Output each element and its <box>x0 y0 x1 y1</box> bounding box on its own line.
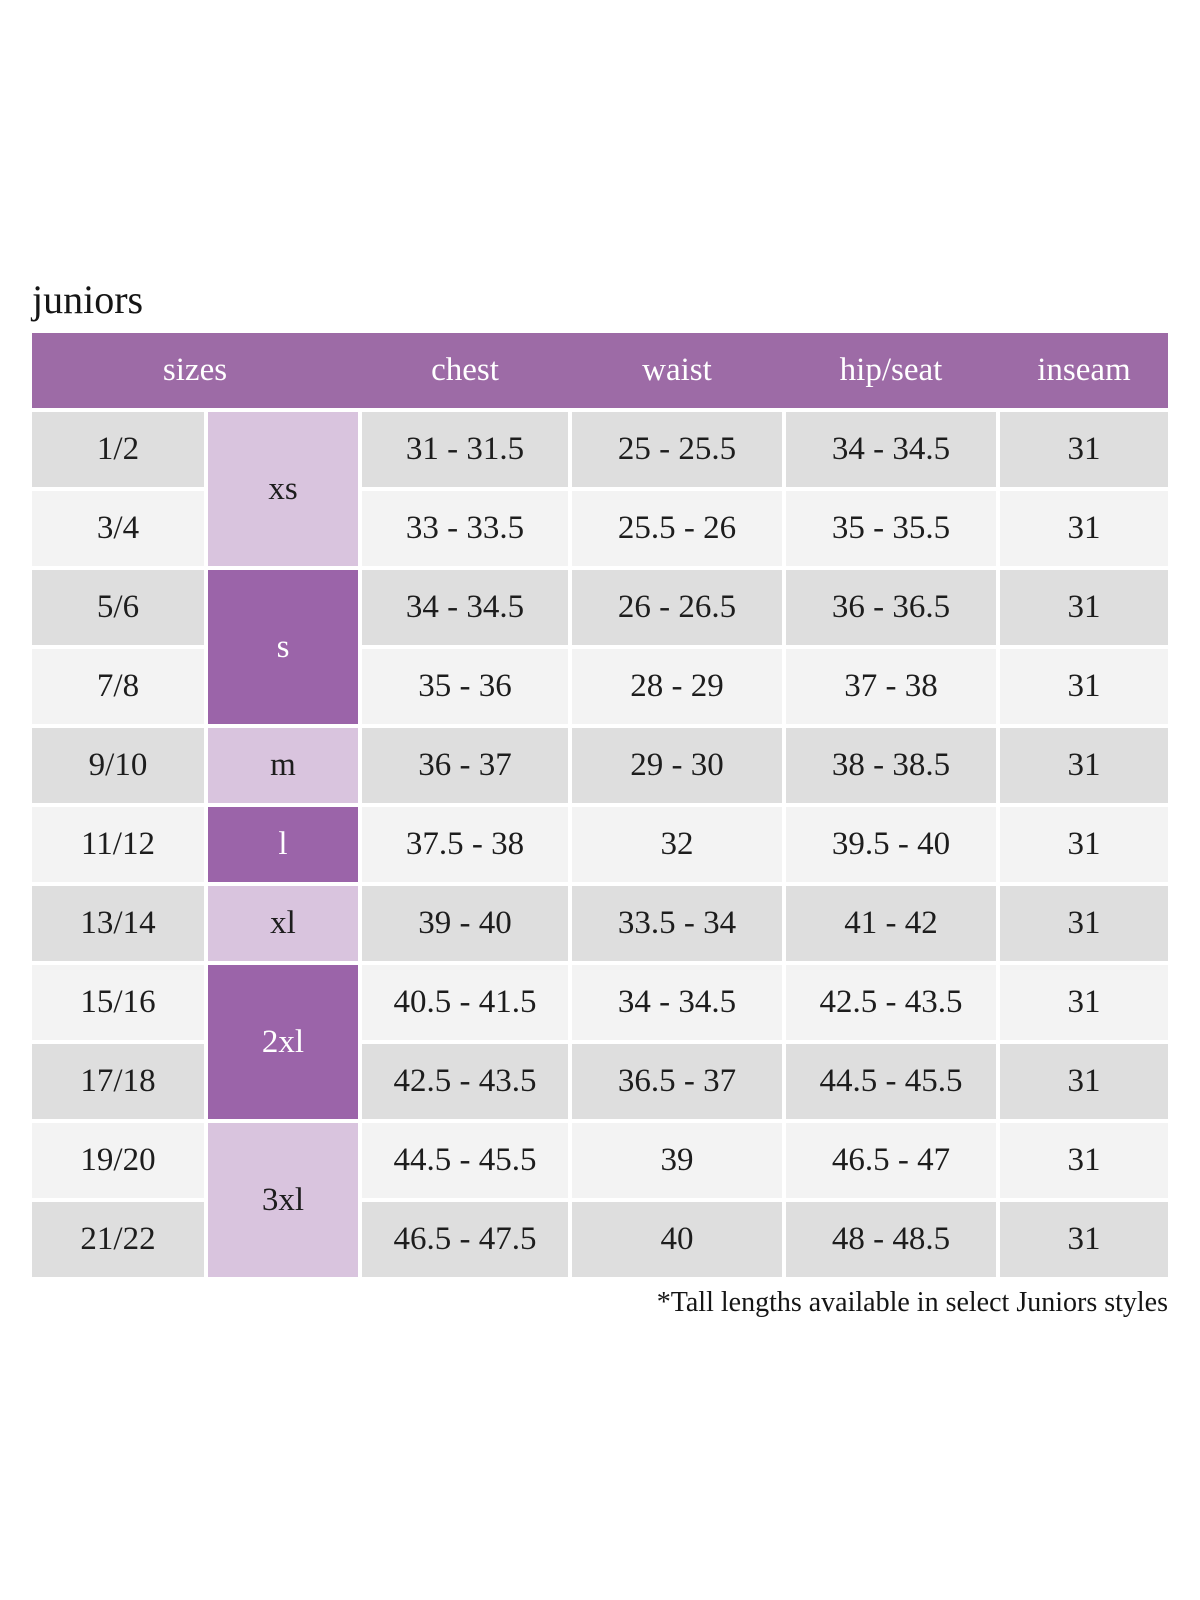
column-header-sizes: sizes <box>162 352 228 388</box>
chest-cell: 35 - 36 <box>362 649 568 724</box>
chest-cell: 44.5 - 45.5 <box>362 1123 568 1198</box>
inseam-cell: 31 <box>1000 649 1168 724</box>
size-cell: 5/6 <box>32 570 204 645</box>
juniors-size-table: sizes chest waist hip/seat inseam 1/2 31 … <box>32 333 1168 1277</box>
size-cell: 9/10 <box>32 728 204 803</box>
size-group-cell: 3xl <box>208 1123 358 1277</box>
waist-cell: 29 - 30 <box>572 728 782 803</box>
size-group-cell: xs <box>208 412 358 566</box>
hip-seat-cell: 35 - 35.5 <box>786 491 996 566</box>
waist-cell: 28 - 29 <box>572 649 782 724</box>
size-group-cell: m <box>208 728 358 803</box>
hip-seat-cell: 48 - 48.5 <box>786 1202 996 1277</box>
chest-cell: 34 - 34.5 <box>362 570 568 645</box>
waist-cell: 25.5 - 26 <box>572 491 782 566</box>
size-cell: 7/8 <box>32 649 204 724</box>
waist-cell: 39 <box>572 1123 782 1198</box>
page-title: juniors <box>32 277 144 322</box>
size-cell: 3/4 <box>32 491 204 566</box>
table-header-row: sizes chest waist hip/seat inseam <box>32 333 1168 408</box>
size-cell: 11/12 <box>32 807 204 882</box>
inseam-cell: 31 <box>1000 886 1168 961</box>
size-cell: 17/18 <box>32 1044 204 1119</box>
size-cell: 15/16 <box>32 965 204 1040</box>
inseam-cell: 31 <box>1000 412 1168 487</box>
chest-cell: 40.5 - 41.5 <box>362 965 568 1040</box>
column-header-hip-seat: hip/seat <box>839 352 943 388</box>
size-group-cell: 2xl <box>208 965 358 1119</box>
hip-seat-cell: 38 - 38.5 <box>786 728 996 803</box>
inseam-cell: 31 <box>1000 807 1168 882</box>
hip-seat-cell: 36 - 36.5 <box>786 570 996 645</box>
waist-cell: 32 <box>572 807 782 882</box>
inseam-cell: 31 <box>1000 728 1168 803</box>
size-group-cell: xl <box>208 886 358 961</box>
inseam-cell: 31 <box>1000 1123 1168 1198</box>
hip-seat-cell: 44.5 - 45.5 <box>786 1044 996 1119</box>
size-cell: 21/22 <box>32 1202 204 1277</box>
hip-seat-cell: 39.5 - 40 <box>786 807 996 882</box>
chest-cell: 46.5 - 47.5 <box>362 1202 568 1277</box>
chest-cell: 42.5 - 43.5 <box>362 1044 568 1119</box>
size-chart-page: juniors sizes chest waist hip/seat insea… <box>32 277 1168 1318</box>
waist-cell: 40 <box>572 1202 782 1277</box>
hip-seat-cell: 34 - 34.5 <box>786 412 996 487</box>
waist-cell: 34 - 34.5 <box>572 965 782 1040</box>
inseam-cell: 31 <box>1000 965 1168 1040</box>
size-cell: 13/14 <box>32 886 204 961</box>
size-cell: 1/2 <box>32 412 204 487</box>
hip-seat-cell: 41 - 42 <box>786 886 996 961</box>
column-header-waist: waist <box>642 352 712 388</box>
inseam-cell: 31 <box>1000 1202 1168 1277</box>
size-group-cell: s <box>208 570 358 724</box>
column-header-inseam: inseam <box>1037 352 1131 388</box>
inseam-cell: 31 <box>1000 1044 1168 1119</box>
waist-cell: 36.5 - 37 <box>572 1044 782 1119</box>
inseam-cell: 31 <box>1000 570 1168 645</box>
size-cell: 19/20 <box>32 1123 204 1198</box>
chest-cell: 37.5 - 38 <box>362 807 568 882</box>
waist-cell: 26 - 26.5 <box>572 570 782 645</box>
footnote: *Tall lengths available in select Junior… <box>656 1287 1168 1318</box>
chest-cell: 36 - 37 <box>362 728 568 803</box>
hip-seat-cell: 46.5 - 47 <box>786 1123 996 1198</box>
inseam-cell: 31 <box>1000 491 1168 566</box>
waist-cell: 25 - 25.5 <box>572 412 782 487</box>
size-group-cell: l <box>208 807 358 882</box>
chest-cell: 33 - 33.5 <box>362 491 568 566</box>
chest-cell: 39 - 40 <box>362 886 568 961</box>
chest-cell: 31 - 31.5 <box>362 412 568 487</box>
hip-seat-cell: 37 - 38 <box>786 649 996 724</box>
column-header-chest: chest <box>431 352 499 388</box>
waist-cell: 33.5 - 34 <box>572 886 782 961</box>
hip-seat-cell: 42.5 - 43.5 <box>786 965 996 1040</box>
